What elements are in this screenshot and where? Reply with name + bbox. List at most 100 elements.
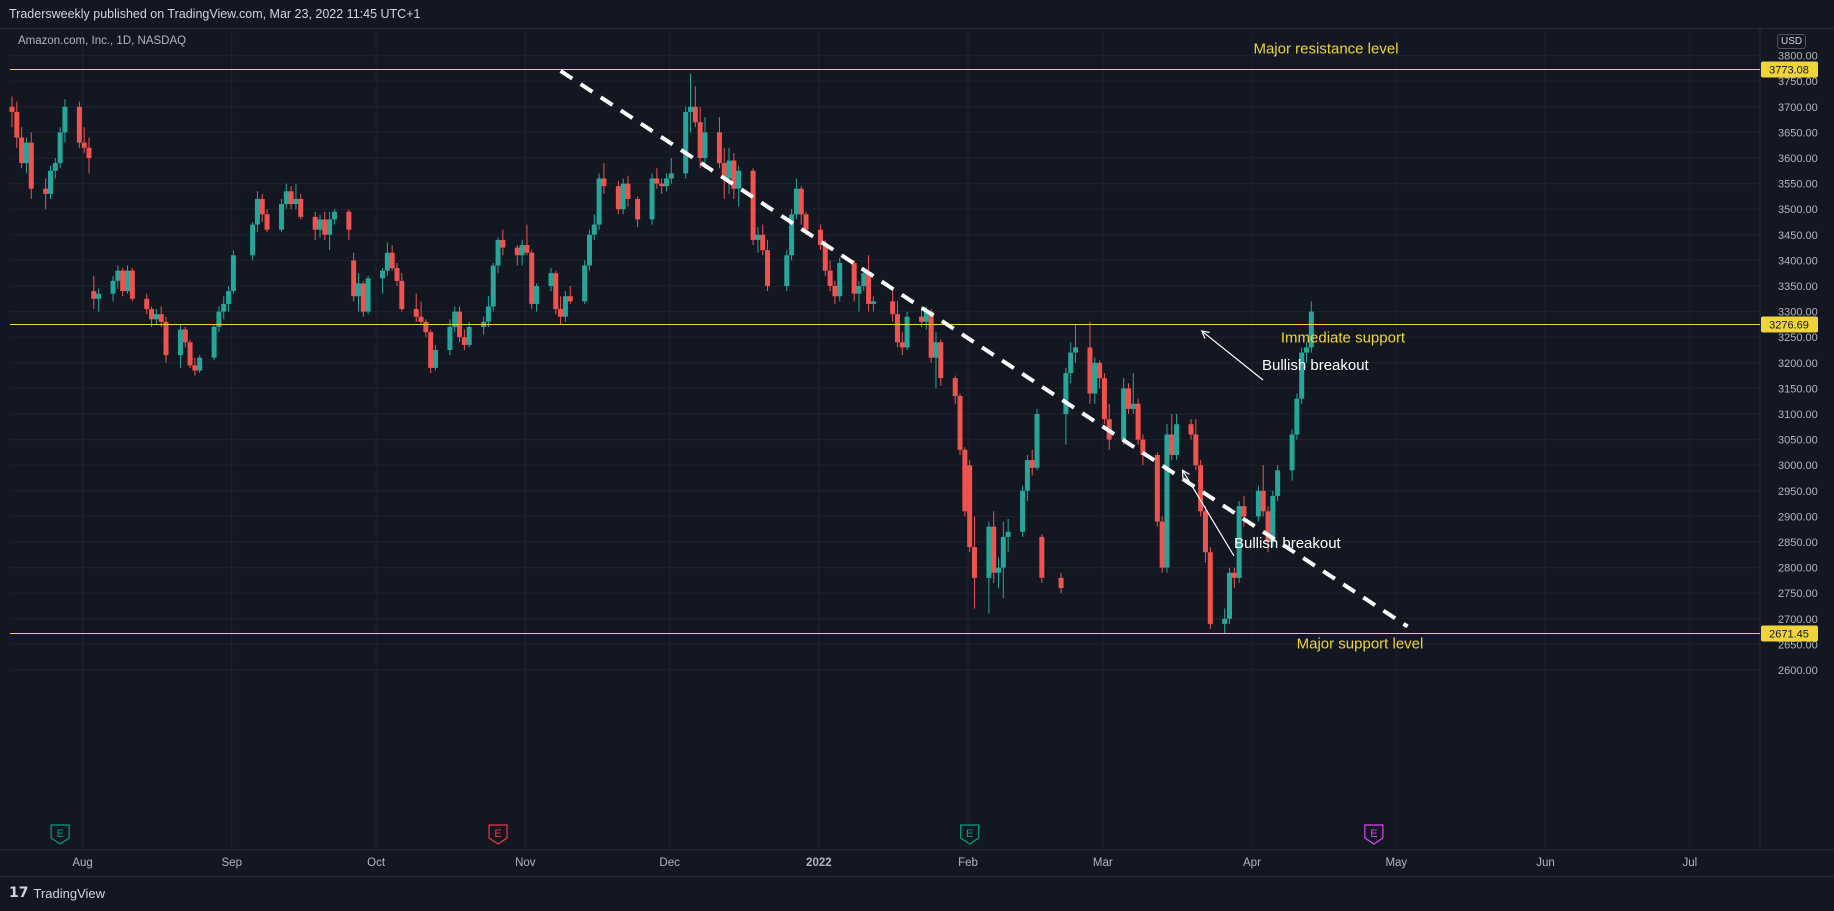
candle-body [793,188,799,215]
earnings-marker-icon[interactable] [1364,824,1384,845]
candle-body [721,163,727,179]
candle-body [591,224,597,235]
earnings-marker-icon[interactable] [960,824,980,845]
candle-body [615,186,621,210]
candle-body [428,332,434,368]
candle-body [230,255,236,292]
symbol-title[interactable]: Amazon.com, Inc., 1D, NASDAQ [18,35,187,47]
price-tick-label: 2650.00 [1778,639,1818,651]
candle-body [1164,434,1170,568]
tradingview-logo[interactable]: 17 TradingView [9,885,105,901]
price-tick-label: 3050.00 [1778,435,1818,447]
candle-body [1092,362,1098,394]
horizontal-levels[interactable]: 3773.08 Major resistance level 3276.69 Imme… [10,41,1818,653]
candle-body [866,273,872,304]
candle-body [817,229,823,246]
price-tick-label: 3150.00 [1778,383,1818,395]
candle-body [211,326,217,358]
price-tick-label: 2800.00 [1778,563,1818,575]
candle-body [663,178,669,187]
tradingview-brand: TradingView [33,885,106,901]
candle-body [495,239,501,266]
time-tick-label: Apr [1243,857,1261,869]
candle-body [264,214,270,230]
price-axis[interactable]: 2600.00 2650.00 2700.00 2750.00 2800.00 2850.… [1759,28,1818,850]
candle-body [432,350,438,368]
candle-body [803,214,809,230]
candle-body [827,270,833,286]
candle-body [558,309,564,317]
time-tick-label: Dec [659,857,680,869]
candle-body [1294,398,1300,435]
publish-text: Tradersweekly published on TradingView.c… [9,7,421,21]
price-tick-label: 3300.00 [1778,307,1818,319]
candle-body [1270,495,1276,542]
candle-body [1174,424,1180,455]
candle-body [1304,347,1310,353]
time-tick-label: Aug [72,857,92,869]
candle-body [1241,506,1247,517]
candle-body [182,329,188,343]
price-tick-label: 2900.00 [1778,511,1818,523]
candle-body [514,247,520,256]
candle-body [423,321,429,333]
time-tick-label: Jul [1683,857,1698,869]
time-tick-label: Jun [1536,857,1555,869]
candle-body [23,142,29,164]
trendline[interactable] [559,69,1409,629]
time-tick-label: May [1385,857,1407,869]
candle-body [755,234,761,240]
candle-body [96,293,102,299]
candle-body [697,122,703,158]
candle-body [567,296,573,302]
candle-body [153,314,159,320]
price-tick-label: 3450.00 [1778,230,1818,242]
breakout-label: Bullish breakout [1234,535,1342,552]
breakout-label: Bullish breakout [1262,357,1370,374]
candle-body [322,219,328,235]
trendline-dashed[interactable] [559,69,1409,629]
candle-body [144,298,150,310]
price-tick-label: 3550.00 [1778,179,1818,191]
candle-body [327,219,333,235]
candle-body [1125,388,1131,409]
candle-body [312,216,318,230]
price-tick-label: 2950.00 [1778,486,1818,498]
currency-badge[interactable]: USD [1777,34,1807,49]
time-tick-label: Sep [222,857,242,869]
candle-body [919,316,925,322]
price-tick-label: 3350.00 [1778,281,1818,293]
price-tick-label: 2600.00 [1778,665,1818,677]
price-tick-label: 3200.00 [1778,358,1818,370]
candle-body [394,268,400,281]
candle-body [702,132,708,158]
candle-body [1130,403,1136,409]
candle-body [736,170,742,189]
candle-body [692,106,698,123]
candle-body [1087,347,1093,394]
candle-body [226,291,232,304]
candle-body [899,342,905,348]
breakout-arrow-head [1181,469,1190,479]
candle-body [380,270,386,279]
time-tick-label: Mar [1093,857,1113,869]
candle-body [278,204,284,230]
candle-body [923,311,929,322]
time-axis[interactable]: Aug Sep Oct Nov Dec 2022 Feb Mar Apr May Jun Jul [0,849,1834,869]
candle-body [288,191,294,205]
earnings-marker-icon[interactable] [50,824,70,845]
candle-body [250,224,256,256]
candle-body [1299,352,1305,399]
candle-body [837,262,843,297]
candle-body [519,245,525,256]
price-tick-label: 3100.00 [1778,409,1818,421]
earnings-marker-icon[interactable] [488,824,508,845]
candle-body [1121,388,1127,440]
earnings-marker-label: E [1370,828,1377,840]
candle-body [331,211,337,220]
candle-body [1020,490,1026,532]
candle-body [355,283,361,297]
candle-body [221,303,227,312]
